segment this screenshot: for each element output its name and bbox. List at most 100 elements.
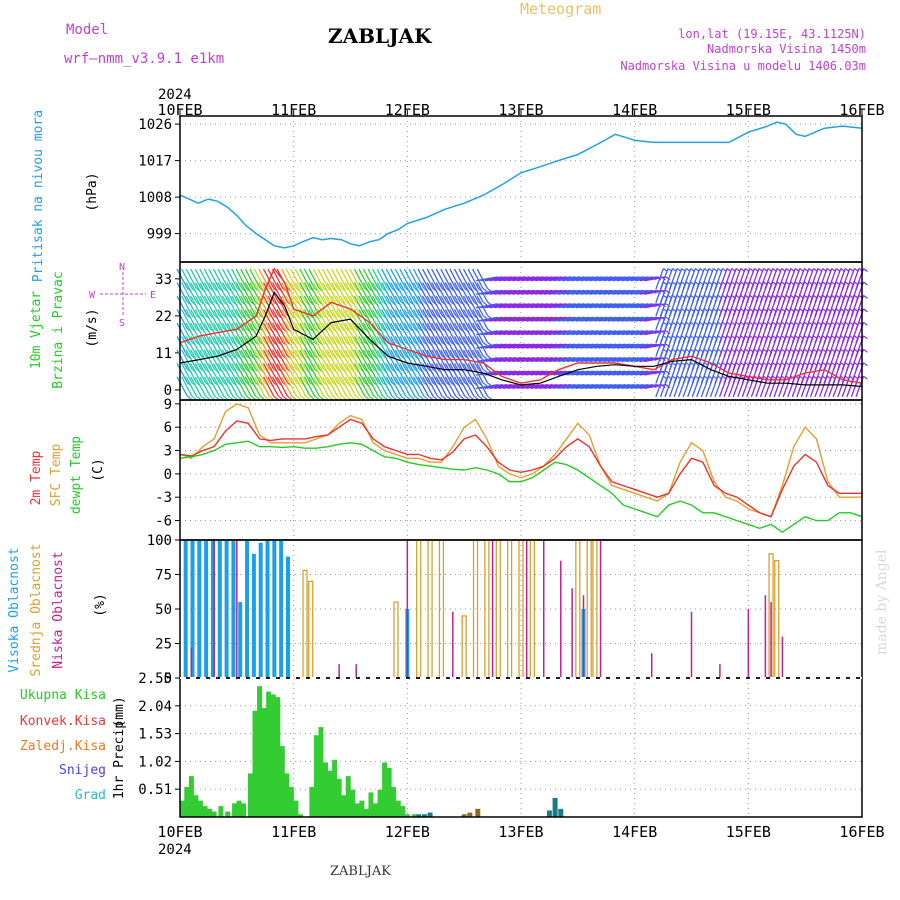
wind-barb — [782, 268, 792, 290]
wind-barb — [281, 322, 293, 343]
wind-barb — [530, 357, 553, 363]
wind-barb — [616, 343, 639, 349]
wind-barb — [426, 322, 439, 343]
wind-barb — [312, 349, 325, 370]
total-precip-bar — [336, 778, 342, 817]
cloud-unit: (%) — [93, 593, 108, 616]
wind-barb — [344, 282, 357, 303]
mid-cloud-bar — [461, 615, 467, 679]
wind-barb — [422, 282, 434, 303]
wind-barb-tick — [373, 395, 379, 400]
wind-barb — [598, 316, 621, 322]
wind-barb — [326, 295, 339, 316]
wind-barb — [562, 276, 585, 282]
total-precip-bar — [345, 776, 351, 817]
wind-barb — [203, 282, 216, 303]
wind-barb — [796, 268, 806, 290]
wind-barb-tick — [264, 395, 270, 400]
wind-barb — [285, 282, 298, 303]
wind-barb — [231, 309, 243, 330]
wind-barb-tick — [473, 395, 479, 400]
wind-barb — [335, 376, 348, 397]
wind-barb — [607, 343, 630, 349]
wind-barb — [612, 316, 635, 322]
wind-barb — [376, 349, 389, 370]
wind-barb-tick — [287, 395, 292, 400]
wind-barb — [635, 343, 658, 349]
wind-barb — [516, 303, 539, 309]
wind-barb — [244, 268, 257, 289]
high-cloud-bar — [245, 540, 250, 678]
wind-barb — [507, 343, 530, 349]
wind-barb — [507, 330, 530, 336]
wind-barb — [331, 295, 343, 316]
wind-barb — [580, 316, 603, 322]
wind-barb — [399, 363, 411, 384]
wind-barb — [208, 349, 220, 370]
wind-barb — [440, 336, 452, 357]
wind-barb — [548, 276, 571, 282]
low-cloud-bar — [719, 664, 721, 678]
wind-barb — [616, 370, 639, 376]
wind-barb — [281, 268, 293, 289]
wind-barb — [544, 316, 567, 322]
wind-barb — [625, 383, 648, 390]
wind-barb — [435, 322, 448, 343]
graupel-bar — [546, 810, 552, 817]
wind-barb-tick — [665, 289, 671, 294]
wind-barb — [222, 268, 234, 289]
wind-barb-tick — [482, 315, 488, 319]
wind-barb — [385, 309, 398, 330]
wind-barb — [381, 336, 393, 357]
low-cloud-bar — [355, 664, 357, 678]
wind-barb — [417, 376, 429, 397]
wind-barb-tick — [278, 395, 283, 400]
wind-barb — [194, 376, 207, 397]
wind-barb — [516, 357, 539, 363]
pressure-panel: 999 1008 1017 1026 — [138, 115, 863, 263]
wind-barb — [208, 295, 220, 316]
wind-barb — [417, 336, 429, 357]
wind-barb-tick — [665, 357, 671, 362]
wind-barb — [575, 330, 598, 336]
wind-barb — [472, 376, 484, 397]
wind-barb — [580, 276, 603, 282]
wind-barb — [272, 309, 284, 330]
wind-barb — [696, 268, 706, 290]
wind-barb — [449, 268, 461, 289]
wind-barb — [557, 383, 580, 390]
wind-barb — [621, 276, 644, 282]
wind-barb — [755, 268, 765, 290]
wind-barb — [312, 322, 325, 343]
wind-barb — [498, 303, 521, 309]
y-tick-label: 1017 — [138, 154, 172, 170]
wind-barb — [566, 276, 589, 282]
wind-barb — [385, 376, 398, 397]
legend-frozen-precip: Zaledj.Kisa — [20, 739, 106, 754]
wind-barb — [431, 282, 443, 303]
wind-barb — [362, 282, 375, 303]
mid-cloud-bar — [575, 539, 581, 679]
wind-barb — [594, 370, 617, 376]
wind-barb — [575, 343, 598, 349]
wind-barb — [394, 336, 407, 357]
wind-barb — [548, 370, 571, 376]
wind-barb — [472, 336, 484, 357]
wind-barb — [212, 282, 225, 303]
legend-snow: Snijeg — [59, 763, 106, 778]
wind-barb — [850, 268, 860, 290]
wind-barb — [181, 349, 193, 370]
wind-barb — [714, 268, 724, 290]
wind-barb — [344, 349, 357, 370]
mid-cloud-bar — [592, 539, 598, 679]
total-precip-bar — [225, 811, 231, 817]
wind-barb — [516, 330, 539, 336]
wind-barb — [203, 363, 216, 384]
wind-barb — [308, 363, 320, 384]
wind-barb — [253, 309, 266, 330]
wind-barb-tick — [487, 395, 492, 400]
wind-barb — [571, 370, 594, 376]
wind-barb — [331, 363, 343, 384]
wind-barb — [535, 330, 557, 336]
wind-barb — [480, 316, 503, 322]
